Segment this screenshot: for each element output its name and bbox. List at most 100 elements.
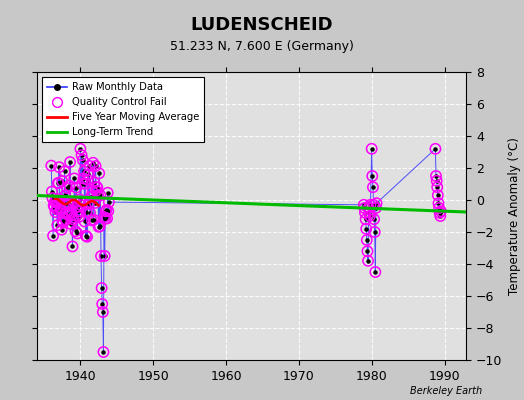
Point bbox=[47, 162, 56, 169]
Point bbox=[73, 230, 82, 237]
Point bbox=[72, 204, 81, 210]
Point bbox=[53, 222, 61, 228]
Point bbox=[366, 202, 375, 208]
Point bbox=[74, 208, 82, 215]
Point bbox=[93, 184, 102, 191]
Point bbox=[75, 214, 83, 220]
Point bbox=[81, 180, 90, 187]
Point bbox=[66, 182, 74, 189]
Point bbox=[79, 175, 88, 182]
Point bbox=[432, 178, 441, 184]
Point bbox=[60, 201, 68, 207]
Point bbox=[434, 192, 442, 198]
Point bbox=[104, 208, 113, 214]
Legend: Raw Monthly Data, Quality Control Fail, Five Year Moving Average, Long-Term Tren: Raw Monthly Data, Quality Control Fail, … bbox=[42, 77, 204, 142]
Point bbox=[372, 205, 380, 211]
Point bbox=[364, 258, 372, 264]
Point bbox=[435, 210, 444, 216]
Point bbox=[366, 213, 374, 219]
Point bbox=[85, 163, 94, 169]
Point bbox=[98, 301, 106, 307]
Point bbox=[362, 226, 370, 232]
Point bbox=[102, 207, 111, 213]
Point bbox=[369, 184, 377, 190]
Text: LUDENSCHEID: LUDENSCHEID bbox=[191, 16, 333, 34]
Point bbox=[51, 209, 60, 215]
Point bbox=[71, 199, 79, 206]
Point bbox=[360, 205, 368, 211]
Point bbox=[363, 237, 371, 243]
Point bbox=[78, 180, 86, 187]
Point bbox=[369, 202, 378, 208]
Point bbox=[78, 152, 86, 158]
Point bbox=[90, 216, 98, 223]
Point bbox=[54, 180, 62, 186]
Point bbox=[367, 146, 376, 152]
Point bbox=[61, 192, 69, 199]
Point bbox=[96, 192, 105, 199]
Point bbox=[64, 201, 73, 208]
Point bbox=[433, 184, 441, 190]
Point bbox=[103, 215, 111, 222]
Point bbox=[432, 173, 440, 179]
Point bbox=[52, 206, 61, 212]
Point bbox=[99, 309, 107, 315]
Point bbox=[434, 200, 443, 206]
Point bbox=[368, 173, 376, 179]
Point bbox=[80, 168, 88, 175]
Point bbox=[370, 229, 379, 235]
Point bbox=[63, 200, 72, 206]
Point bbox=[88, 217, 96, 224]
Point bbox=[70, 216, 78, 223]
Point bbox=[435, 205, 443, 211]
Point bbox=[91, 163, 100, 169]
Point bbox=[365, 210, 374, 216]
Point bbox=[63, 185, 71, 191]
Point bbox=[86, 194, 95, 200]
Point bbox=[102, 208, 110, 214]
Point bbox=[364, 205, 373, 211]
Point bbox=[105, 199, 113, 205]
Point bbox=[82, 208, 91, 215]
Point bbox=[70, 175, 79, 182]
Point bbox=[104, 190, 112, 196]
Point bbox=[56, 204, 64, 211]
Point bbox=[97, 285, 106, 291]
Point bbox=[48, 188, 56, 195]
Point bbox=[77, 202, 85, 208]
Point bbox=[83, 177, 92, 183]
Point bbox=[83, 234, 91, 240]
Point bbox=[64, 212, 72, 218]
Point bbox=[48, 195, 57, 201]
Point bbox=[76, 146, 84, 152]
Point bbox=[101, 253, 109, 259]
Point bbox=[95, 170, 103, 176]
Point bbox=[431, 146, 440, 152]
Point bbox=[436, 208, 445, 214]
Point bbox=[51, 198, 59, 205]
Y-axis label: Temperature Anomaly (°C): Temperature Anomaly (°C) bbox=[508, 137, 521, 295]
Point bbox=[362, 216, 370, 222]
Point bbox=[370, 216, 378, 222]
Point bbox=[62, 210, 71, 217]
Point bbox=[94, 224, 103, 230]
Point bbox=[59, 220, 68, 226]
Point bbox=[60, 168, 69, 175]
Point bbox=[361, 210, 369, 216]
Point bbox=[75, 196, 84, 203]
Point bbox=[363, 248, 372, 254]
Point bbox=[436, 213, 444, 219]
Point bbox=[97, 253, 105, 259]
Point bbox=[80, 218, 89, 225]
Point bbox=[84, 171, 92, 178]
Point bbox=[101, 216, 110, 222]
Point bbox=[82, 232, 90, 239]
Text: Berkeley Earth: Berkeley Earth bbox=[410, 386, 482, 396]
Point bbox=[57, 207, 65, 214]
Point bbox=[74, 208, 83, 214]
Text: 51.233 N, 7.600 E (Germany): 51.233 N, 7.600 E (Germany) bbox=[170, 40, 354, 53]
Point bbox=[359, 202, 368, 208]
Point bbox=[89, 188, 97, 195]
Point bbox=[49, 232, 57, 239]
Point bbox=[58, 178, 67, 184]
